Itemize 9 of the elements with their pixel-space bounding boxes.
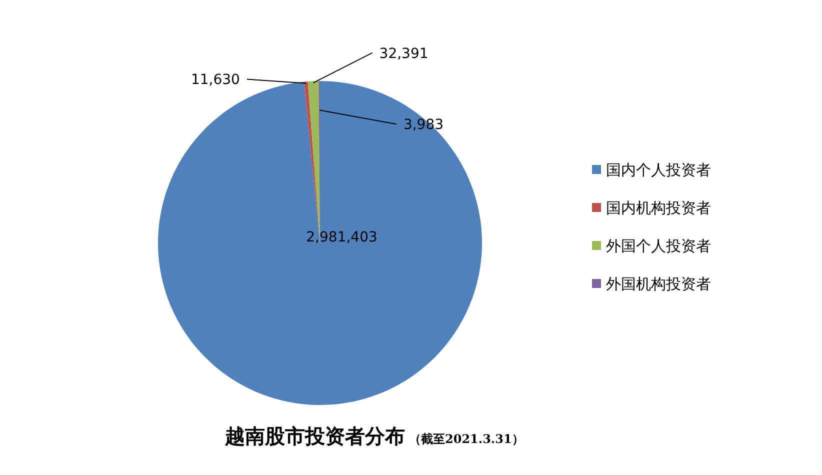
legend-label: 国内机构投资者 (606, 199, 711, 217)
data-label: 32,391 (379, 46, 428, 62)
legend-label: 外国个人投资者 (606, 237, 711, 255)
data-label: 11,630 (190, 72, 240, 88)
data-label: 2,981,403 (306, 229, 378, 246)
text: （截至2021.3.31） (409, 432, 524, 446)
text: 越南股市投资者分布 (224, 424, 405, 448)
legend-label: 外国机构投资者 (606, 275, 711, 293)
legend-label: 国内个人投资者 (606, 161, 711, 179)
